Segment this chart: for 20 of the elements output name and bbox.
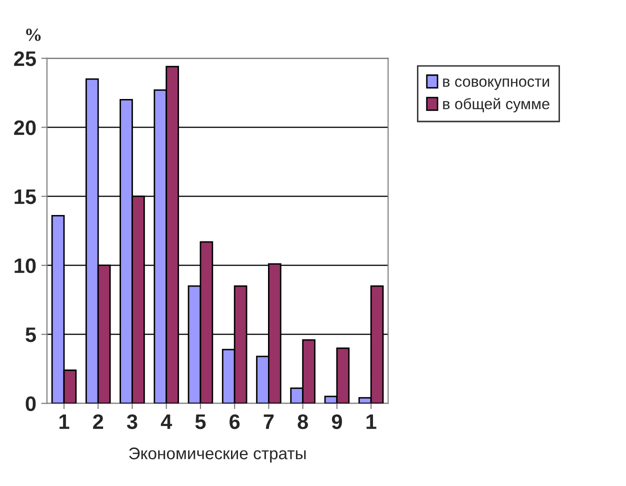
y-tick-label: 20 — [14, 120, 36, 136]
x-tick-label: 5 — [195, 414, 206, 430]
y-axis-title: % — [26, 28, 41, 41]
y-tick-label: 0 — [26, 396, 36, 412]
x-tick-label: 3 — [126, 414, 138, 430]
x-tick-label: 9 — [332, 414, 342, 430]
y-tick-label: 25 — [14, 51, 36, 66]
x-tick-label: 4 — [160, 414, 172, 429]
x-tick-label: 6 — [230, 414, 240, 430]
x-axis-title: Экономические страты — [129, 448, 306, 463]
y-tick-label: 5 — [26, 328, 36, 342]
x-tick-label: 8 — [298, 414, 308, 430]
legend-label: в общей сумме — [443, 98, 550, 112]
y-tick-label: 10 — [14, 258, 36, 274]
x-tick-label: 1 — [60, 414, 70, 429]
x-tick-label: 2 — [93, 414, 104, 429]
x-tick-label: 1 — [366, 414, 376, 429]
x-tick-label: 7 — [264, 414, 274, 429]
y-tick-label: 15 — [14, 190, 36, 204]
legend-label: в совокупности — [443, 78, 550, 90]
